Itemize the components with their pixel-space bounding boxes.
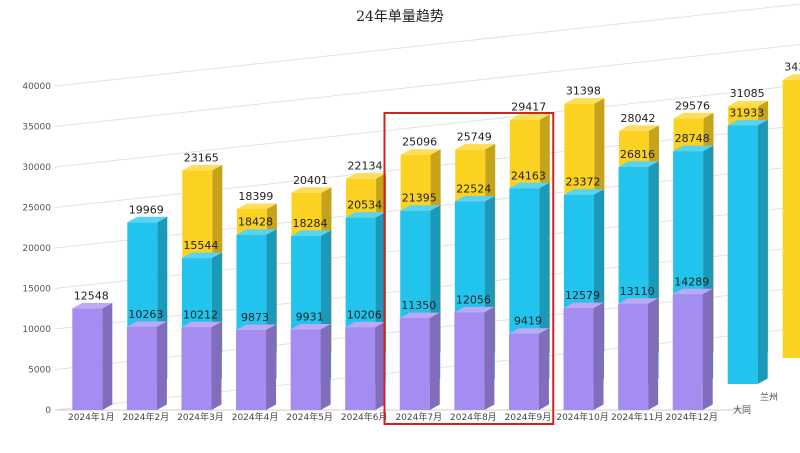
data-label: 23372 — [565, 176, 600, 189]
bar-大同-11 — [618, 298, 659, 410]
bar-大同-3 — [181, 321, 222, 410]
y-tick-label: 5000 — [28, 366, 51, 376]
data-label: 29417 — [511, 101, 546, 114]
data-label: 10212 — [183, 308, 218, 321]
data-label: 29576 — [675, 99, 710, 112]
bar-大同-8 — [454, 306, 495, 410]
data-label: 31933 — [729, 106, 764, 119]
bar-大同-1 — [72, 302, 113, 410]
bar-大同-6 — [345, 321, 386, 410]
data-label: 26816 — [620, 148, 655, 161]
y-tick-label: 35000 — [22, 123, 51, 133]
x-tick-label: 2024年6月 — [341, 411, 388, 423]
bar-大同-4 — [236, 324, 277, 410]
data-label: 25096 — [402, 136, 437, 149]
data-label: 9931 — [296, 311, 324, 324]
data-label: 23165 — [184, 151, 219, 164]
gridline — [54, 84, 800, 168]
data-label: 12056 — [456, 293, 491, 306]
data-label: 28042 — [620, 112, 655, 125]
bar-大同-2 — [126, 321, 167, 410]
data-label: 20401 — [293, 174, 328, 187]
data-label: 9873 — [241, 311, 269, 324]
data-label: 10263 — [128, 308, 163, 321]
x-tick-label: 2024年8月 — [450, 411, 497, 423]
data-label: 10206 — [347, 308, 382, 321]
y-tick-label: 40000 — [22, 82, 51, 92]
y-tick-label: 25000 — [22, 204, 51, 214]
data-label: 18284 — [293, 217, 328, 230]
x-tick-label: 2024年3月 — [177, 411, 224, 423]
bar-series-3-12 — [782, 74, 800, 358]
data-label: 18428 — [238, 216, 273, 229]
data-label: 28748 — [675, 132, 710, 145]
data-label: 12579 — [565, 289, 600, 302]
bar-大同-10 — [563, 302, 604, 410]
y-tick-label: 0 — [45, 406, 51, 416]
data-label: 22134 — [348, 160, 383, 173]
gridline — [54, 3, 800, 87]
data-label: 11350 — [401, 299, 436, 312]
x-tick-label: 2024年12月 — [666, 411, 718, 423]
chart-title: 24年单量趋势 — [356, 9, 444, 25]
highlight-box — [383, 112, 555, 425]
y-tick-label: 20000 — [22, 244, 51, 254]
gridline — [54, 44, 800, 127]
x-tick-label: 2024年2月 — [123, 411, 170, 423]
data-label: 20534 — [347, 199, 382, 212]
bar-大同-7 — [399, 312, 440, 410]
data-label: 14289 — [674, 275, 709, 288]
data-label: 31085 — [730, 87, 765, 100]
bar-大同-9 — [508, 328, 549, 410]
x-tick-label: 2024年7月 — [395, 411, 442, 423]
data-label: 12548 — [74, 289, 109, 302]
x-tick-label: 2024年9月 — [505, 411, 552, 423]
data-label: 24163 — [511, 169, 546, 182]
y-tick-label: 10000 — [22, 325, 51, 335]
x-tick-label: 2024年5月 — [286, 411, 333, 423]
data-label: 18399 — [238, 190, 273, 203]
data-label: 9419 — [514, 315, 542, 328]
data-label: 22524 — [456, 183, 491, 196]
bar-大同-12 — [672, 288, 713, 410]
data-label: 21395 — [402, 192, 437, 205]
data-label: 13110 — [620, 285, 655, 298]
x-tick-label: 2024年11月 — [611, 411, 663, 423]
data-label: 31398 — [566, 85, 601, 98]
bar-兰州-12 — [727, 119, 768, 384]
data-label: 19969 — [129, 203, 164, 216]
series-axis-label: 兰州 — [760, 391, 778, 403]
data-label: 25749 — [457, 130, 492, 143]
y-tick-label: 30000 — [22, 163, 51, 173]
bar-大同-5 — [290, 324, 331, 410]
data-label: 15544 — [183, 239, 218, 252]
x-tick-label: 2024年4月 — [232, 411, 279, 423]
x-tick-label: 2024年10月 — [556, 411, 608, 423]
data-label: 34354 — [784, 61, 800, 74]
x-tick-label: 2024年1月 — [68, 411, 115, 423]
series-axis-label: 大同 — [733, 404, 751, 416]
y-tick-label: 15000 — [22, 285, 51, 295]
